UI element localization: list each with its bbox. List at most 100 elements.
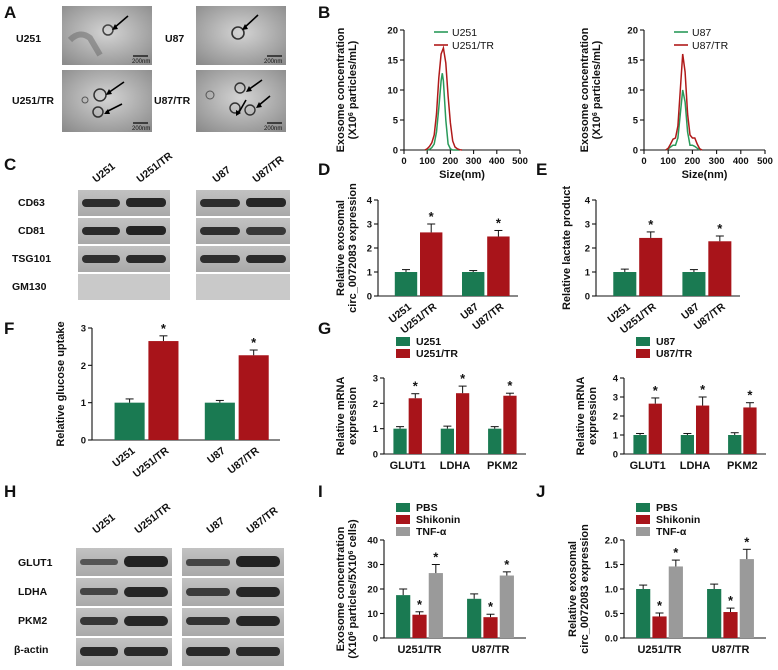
y-axis-label: Exosome concentration: [579, 27, 591, 152]
y-tick-label: 4: [585, 196, 591, 207]
panel-letter-f: F: [4, 319, 14, 338]
y-tick-label: 1: [613, 431, 619, 442]
bar: [708, 241, 732, 296]
x-tick-label: 100: [660, 156, 676, 167]
y-tick-label: 2: [585, 244, 590, 255]
x-tick-label: 0: [641, 156, 646, 167]
legend-label: U87/TR: [692, 40, 729, 52]
legend-label: Shikonin: [656, 514, 700, 526]
chart-d: 0 1 2 3 4 Relative exosomal circ_0072083 expre…: [335, 183, 518, 336]
blot-c-row-gm130: GM130: [12, 281, 47, 293]
y-tick-label: 20: [627, 26, 638, 37]
y-tick-label: 1: [81, 398, 87, 409]
significance-star: *: [417, 597, 423, 612]
bar: [613, 272, 637, 296]
bar: [488, 428, 502, 454]
y-tick-label: 0.5: [605, 609, 619, 620]
y-tick-label: 1.5: [605, 560, 619, 571]
blot-c-lane-u87: U87: [210, 164, 233, 185]
blot-c-strips: [78, 190, 290, 300]
y-axis-label: expression: [587, 387, 599, 445]
y-tick-label: 30: [367, 560, 378, 571]
y-tick-label: 0: [633, 146, 638, 157]
y-tick-label: 3: [373, 374, 378, 385]
chart-b2: 0 5 10 15 20 Exosome concentration (X106 parti…: [579, 26, 773, 182]
y-tick-label: 2.0: [605, 536, 618, 547]
bar: [148, 341, 179, 440]
significance-star: *: [460, 371, 466, 386]
bar: [238, 355, 269, 440]
bar: [394, 272, 418, 296]
legend-label: PBS: [656, 502, 678, 514]
series-line-u87: [665, 89, 701, 151]
chart-j: 0.0 0.5 1.0 1.5 2.0 Relative exosomal circ_007…: [567, 502, 766, 656]
panel-letter-h: H: [4, 482, 16, 501]
bar: [680, 435, 695, 454]
y-tick-label: 1.0: [605, 585, 618, 596]
category-label: LDHA: [680, 460, 711, 472]
blot-c-lane-u87tr: U87/TR: [250, 153, 286, 185]
legend-label: TNF-α: [656, 526, 687, 538]
bar: [652, 616, 667, 638]
category-label: U87/TR: [472, 644, 510, 656]
bar: [393, 428, 407, 454]
y-axis-label: expression: [347, 387, 359, 445]
legend-label: U87: [656, 336, 675, 348]
bar: [668, 566, 683, 638]
y-tick-label: 5: [633, 116, 639, 127]
significance-star: *: [251, 335, 257, 350]
bar: [707, 589, 722, 638]
y-axis-label: circ_0072083 expression: [579, 524, 591, 654]
panel-letter-j: J: [536, 482, 545, 501]
series-line-u251tr: [424, 45, 463, 151]
x-tick-label: 200: [442, 156, 458, 167]
significance-star: *: [496, 215, 502, 230]
legend-label: U251/TR: [452, 40, 494, 52]
significance-star: *: [717, 221, 723, 236]
y-axis-label: Relative mRNA: [335, 377, 347, 456]
y-tick-label: 0: [367, 292, 372, 303]
category-label: U87: [205, 445, 228, 466]
y-tick-label: 4: [367, 196, 373, 207]
blot-c-row-cd63: CD63: [18, 197, 45, 209]
blot-c-row-cd81: CD81: [18, 225, 45, 237]
y-tick-label: 5: [393, 116, 399, 127]
bar: [455, 393, 470, 454]
y-axis-label: (X106 particles/mL): [347, 40, 359, 139]
significance-star: *: [657, 598, 663, 613]
panel-letter-d: D: [318, 160, 330, 179]
y-axis-label: Relative exosomal: [335, 200, 347, 296]
panel-h: H U251 U251/TR U87 U87/TR GLUT1 LDHA PKM…: [4, 482, 284, 666]
y-tick-label: 0: [393, 146, 398, 157]
y-tick-label: 40: [367, 536, 378, 547]
bar: [633, 435, 647, 454]
scale-label-u251tr: 200nm: [132, 126, 150, 132]
panel-letter-i: I: [318, 482, 323, 501]
chart-i: 0 10 20 30 40 Exosome concentration (X106 part…: [335, 502, 526, 659]
blot-h-lane-u87: U87: [204, 515, 227, 536]
blot-h-lane-u87tr: U87/TR: [244, 504, 280, 536]
bar: [639, 237, 663, 296]
legend-swatch: [636, 527, 650, 536]
y-tick-label: 10: [627, 86, 638, 97]
bar: [739, 559, 754, 638]
significance-star: *: [673, 545, 679, 560]
y-axis-label: Relative lactate product: [561, 186, 573, 310]
y-tick-label: 10: [387, 86, 398, 97]
bar: [467, 598, 482, 638]
significance-star: *: [747, 388, 753, 403]
scale-label-u87: 200nm: [264, 59, 282, 65]
blot-h-row-glut1: GLUT1: [18, 557, 53, 569]
tem-label-u251: U251: [16, 33, 41, 45]
category-label: GLUT1: [390, 460, 426, 472]
blot-h-row-ldha: LDHA: [18, 586, 48, 598]
blot-h-row-beta-actin: β-actin: [14, 644, 48, 656]
y-tick-label: 0: [613, 450, 618, 461]
legend-label: U87: [692, 27, 711, 39]
bar: [440, 428, 455, 454]
x-tick-label: 300: [709, 156, 725, 167]
panel-letter-a: A: [4, 3, 16, 22]
y-axis-label: Relative exosomal: [567, 541, 579, 637]
blot-h-lane-u251tr: U251/TR: [132, 501, 173, 537]
